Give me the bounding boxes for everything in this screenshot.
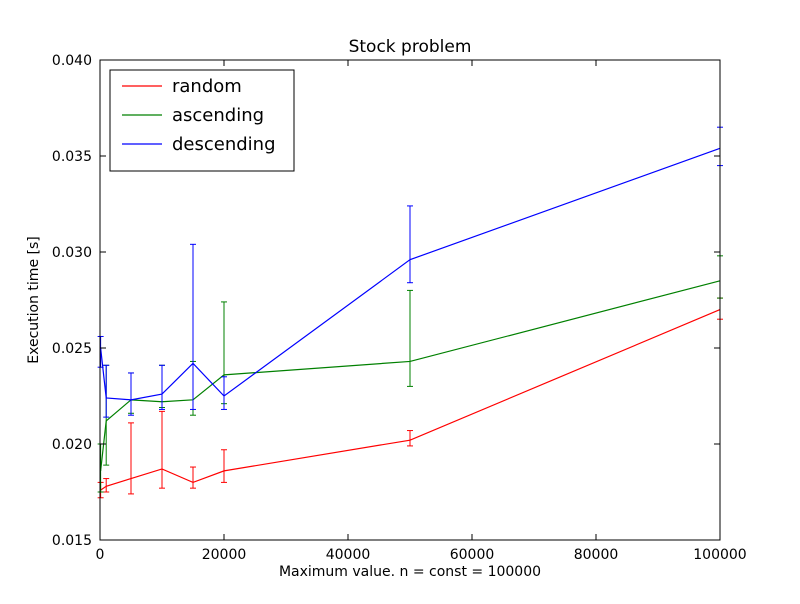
x-tick-label: 20000 [202, 547, 247, 563]
legend-label-random: random [172, 76, 242, 97]
legend: random ascending descending [109, 69, 295, 172]
x-tick-label: 80000 [574, 547, 619, 563]
chart-title: Stock problem [349, 37, 472, 57]
plot-frame [99, 59, 721, 541]
x-tick-label: 0 [96, 547, 105, 563]
y-tick-label: 0.020 [52, 437, 92, 453]
y-tick-label: 0.035 [52, 149, 92, 165]
y-tick-label: 0.030 [52, 245, 92, 261]
legend-box [109, 69, 295, 172]
series-line-random [100, 309, 721, 491]
ticks-layer: 0 20000 40000 60000 80000 100000 0.015 0.020 0.0… [52, 53, 747, 563]
y-tick-label: 0.040 [52, 53, 92, 69]
x-tick-label: 100000 [693, 547, 746, 563]
x-axis-label: Maximum value. n = const = 100000 [279, 564, 541, 580]
x-tick-label: 40000 [326, 547, 371, 563]
y-tick-label: 0.025 [52, 341, 92, 357]
legend-label-ascending: ascending [172, 105, 264, 126]
series-line-ascending [100, 280, 721, 471]
legend-label-descending: descending [172, 134, 276, 155]
y-tick-label: 0.015 [52, 533, 92, 549]
y-axis-label: Execution time [s] [26, 236, 42, 363]
series-line-descending [100, 147, 721, 401]
x-tick-label: 60000 [450, 547, 495, 563]
